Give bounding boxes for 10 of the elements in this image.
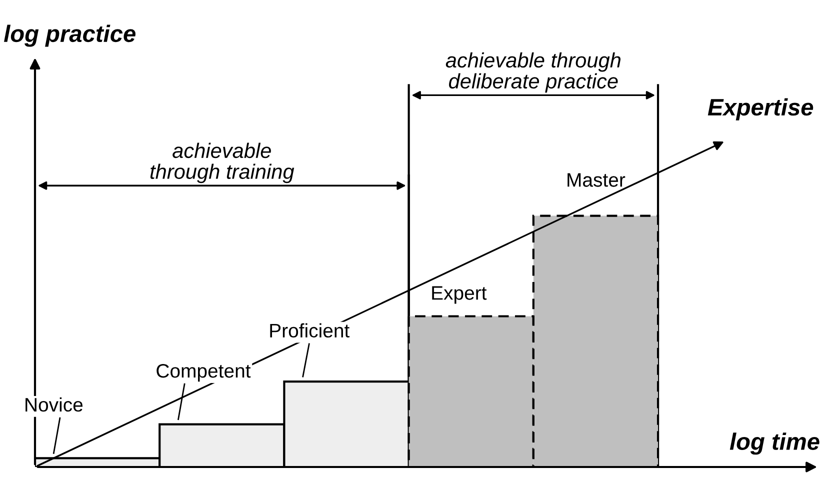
text: achievable through deliberate practice — [446, 52, 620, 93]
annotation: Expert — [432, 286, 487, 304]
annotation: Novice — [26, 397, 83, 412]
text: Master — [568, 173, 626, 187]
annotation: Competent — [156, 364, 251, 382]
text: log practice — [4, 24, 136, 47]
annotation: Proficient — [270, 323, 350, 338]
text: Expertise — [708, 98, 814, 120]
text: achievable through training — [150, 142, 294, 184]
x-axis-title: log time — [730, 432, 820, 455]
